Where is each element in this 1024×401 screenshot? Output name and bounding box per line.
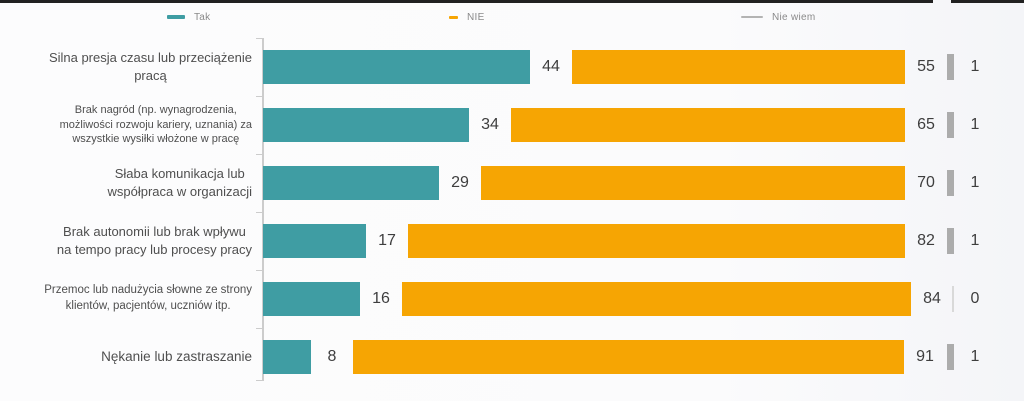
category-label-text: Nękanie lub zastraszanie — [101, 348, 252, 364]
axis-tick — [256, 96, 263, 97]
value-label-nie-wiem: 1 — [970, 232, 980, 249]
axis-tick — [256, 212, 263, 213]
category-label-text: Słaba komunikacja lub współpraca w organ… — [107, 166, 252, 199]
bar-tak — [263, 340, 311, 374]
bar-nie-wiem — [947, 170, 954, 196]
bar-nie-wiem — [952, 286, 954, 312]
axis-tick — [256, 270, 263, 271]
bar-nie — [402, 282, 911, 316]
value-label-tak: 16 — [372, 290, 390, 307]
value-label-tak: 34 — [481, 116, 499, 133]
legend-label: Nie wiem — [772, 11, 816, 23]
value-label-tak: 44 — [542, 58, 560, 75]
bar-tak — [263, 166, 439, 200]
category-label-text: Silna presja czasu lub przeciążenie prac… — [48, 50, 252, 83]
legend-label: NIE — [467, 11, 485, 23]
value-label-nie: 55 — [917, 58, 935, 75]
value-label-nie-wiem: 1 — [970, 58, 980, 75]
bar-nie — [353, 340, 904, 374]
legend-item-nie: NIE — [449, 9, 485, 25]
value-label-nie: 91 — [916, 348, 934, 365]
value-label-nie: 84 — [923, 290, 941, 307]
value-label-nie-wiem: 1 — [970, 348, 980, 365]
category-label: Przemoc lub nadużycia słowne ze strony k… — [8, 282, 252, 316]
value-label-tak: 29 — [451, 174, 469, 191]
category-label: Nękanie lub zastraszanie — [8, 340, 252, 374]
bar-tak — [263, 224, 366, 258]
category-label: Brak autonomii lub brak wpływu na tempo … — [8, 224, 252, 258]
bar-nie — [511, 108, 905, 142]
value-label-nie: 65 — [917, 116, 935, 133]
axis-tick — [256, 38, 263, 39]
bar-nie-wiem — [947, 344, 954, 370]
bar-tak — [263, 108, 469, 142]
category-label: Brak nagród (np. wynagrodzenia, możliwoś… — [8, 104, 252, 146]
value-label-nie-wiem: 1 — [970, 174, 980, 191]
category-label-text: Brak autonomii lub brak wpływu na tempo … — [56, 224, 252, 257]
legend-label: Tak — [194, 11, 211, 23]
value-label-nie: 82 — [917, 232, 935, 249]
legend-item-tak: Tak — [167, 9, 210, 25]
bar-tak — [263, 50, 530, 84]
value-label-nie-wiem: 1 — [970, 116, 980, 133]
category-label: Słaba komunikacja lub współpraca w organ… — [8, 166, 252, 200]
top-border-line-right — [951, 0, 1024, 3]
bar-nie-wiem — [947, 228, 954, 254]
bar-nie-wiem — [947, 112, 954, 138]
axis-tick — [256, 380, 263, 381]
value-label-tak: 8 — [327, 348, 337, 365]
y-axis-line — [262, 38, 264, 381]
category-label-text: Brak nagród (np. wynagrodzenia, możliwoś… — [59, 103, 252, 146]
category-label: Silna presja czasu lub przeciążenie prac… — [8, 50, 252, 84]
category-label-text: Przemoc lub nadużycia słowne ze strony k… — [44, 284, 252, 312]
bar-nie — [481, 166, 905, 200]
value-label-nie: 70 — [917, 174, 935, 191]
value-label-nie-wiem: 0 — [970, 290, 980, 307]
value-label-tak: 17 — [378, 232, 396, 249]
legend-marker-icon — [167, 15, 185, 19]
bar-nie-wiem — [947, 54, 954, 80]
legend-marker-icon — [449, 15, 458, 19]
top-border-line — [0, 0, 933, 3]
bar-nie — [408, 224, 905, 258]
bar-tak — [263, 282, 360, 316]
legend-marker-icon — [741, 16, 763, 18]
bar-nie — [572, 50, 905, 84]
axis-tick — [256, 154, 263, 155]
legend-item-nie-wiem: Nie wiem — [741, 9, 816, 25]
axis-tick — [256, 328, 263, 329]
